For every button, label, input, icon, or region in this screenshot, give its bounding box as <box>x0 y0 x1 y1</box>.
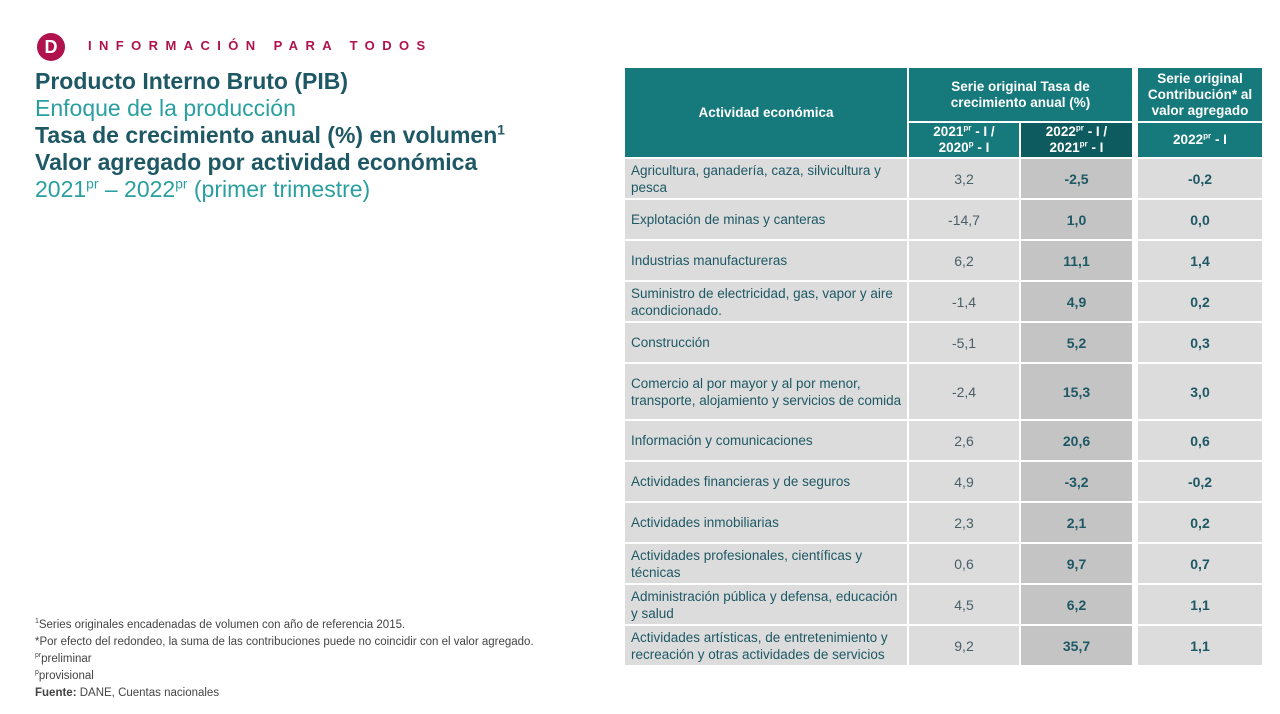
growth-2021: 3,2 <box>909 159 1019 198</box>
growth-2022: 35,7 <box>1021 626 1132 665</box>
growth-2021: 2,6 <box>909 421 1019 460</box>
growth-2021: 6,2 <box>909 241 1019 280</box>
activity-name: Comercio al por mayor y al por menor, tr… <box>625 364 907 419</box>
growth-2021: -5,1 <box>909 323 1019 362</box>
growth-2021: 9,2 <box>909 626 1019 665</box>
period-title: 2021pr – 2022pr (primer trimestre) <box>35 176 505 203</box>
growth-2022: 4,9 <box>1021 282 1132 321</box>
contribution-2022: 0,6 <box>1138 421 1262 460</box>
measure-title: Tasa de crecimiento anual (%) en volumen… <box>35 122 505 149</box>
growth-2022: -3,2 <box>1021 462 1132 501</box>
growth-2021: -1,4 <box>909 282 1019 321</box>
scope-title: Valor agregado por actividad económica <box>35 149 478 175</box>
source-label: Fuente: <box>35 687 77 699</box>
period-end: – 2022 <box>98 176 176 202</box>
header-contribution-group: Serie original Contribución* al valor ag… <box>1138 68 1262 121</box>
growth-2022: 20,6 <box>1021 421 1132 460</box>
contribution-2022: 0,0 <box>1138 200 1262 239</box>
growth-2021: -14,7 <box>909 200 1019 239</box>
activity-name: Actividades profesionales, científicas y… <box>625 544 907 583</box>
contribution-2022: 0,7 <box>1138 544 1262 583</box>
contribution-2022: 1,1 <box>1138 585 1262 624</box>
growth-2022: 6,2 <box>1021 585 1132 624</box>
header-growth-group: Serie original Tasa de crecimiento anual… <box>909 68 1132 121</box>
footnote-4-sup: p <box>35 669 39 677</box>
footnote-1: 1Series originales encadenadas de volume… <box>35 617 534 634</box>
header-sub3: 2022pr - I <box>1138 123 1262 157</box>
growth-2022: 11,1 <box>1021 241 1132 280</box>
contribution-2022: -0,2 <box>1138 462 1262 501</box>
growth-2022: 2,1 <box>1021 503 1132 542</box>
contribution-2022: -0,2 <box>1138 159 1262 198</box>
footnote-1-text: Series originales encadenadas de volumen… <box>38 619 406 631</box>
contribution-2022: 0,3 <box>1138 323 1262 362</box>
measure-text: Tasa de crecimiento anual (%) en volumen <box>35 122 498 148</box>
footnote-3-sup: pr <box>35 652 42 660</box>
footnote-3-text: preliminar <box>41 653 92 665</box>
header-activity: Actividad económica <box>625 68 907 157</box>
header-sub1: 2021pr - I /2020p - I <box>909 123 1019 157</box>
footnote-4-text: provisional <box>38 670 94 682</box>
activity-name: Información y comunicaciones <box>625 421 907 460</box>
contribution-2022: 0,2 <box>1138 503 1262 542</box>
growth-2022: 15,3 <box>1021 364 1132 419</box>
footnote-4: pprovisional <box>35 668 534 685</box>
period-note: (primer trimestre) <box>187 176 371 202</box>
activity-name: Administración pública y defensa, educac… <box>625 585 907 624</box>
period-start-sup: pr <box>86 176 99 192</box>
footnote-ref: 1 <box>497 122 505 138</box>
growth-2022: 1,0 <box>1021 200 1132 239</box>
growth-2021: 4,5 <box>909 585 1019 624</box>
source-note: Fuente: DANE, Cuentas nacionales <box>35 685 534 702</box>
footnote-3: prpreliminar <box>35 651 534 668</box>
period-end-sup: pr <box>175 176 188 192</box>
growth-2022: -2,5 <box>1021 159 1132 198</box>
header-sub2: 2022pr - I /2021pr - I <box>1021 123 1132 157</box>
footnotes: 1Series originales encadenadas de volume… <box>35 617 534 702</box>
activity-name: Actividades inmobiliarias <box>625 503 907 542</box>
source-text: DANE, Cuentas nacionales <box>76 687 220 699</box>
growth-2022: 5,2 <box>1021 323 1132 362</box>
activity-name: Suministro de electricidad, gas, vapor y… <box>625 282 907 321</box>
activity-name: Agricultura, ganadería, caza, silvicultu… <box>625 159 907 198</box>
contribution-2022: 1,1 <box>1138 626 1262 665</box>
page-title: Producto Interno Bruto (PIB) <box>35 68 349 94</box>
contribution-2022: 0,2 <box>1138 282 1262 321</box>
growth-2021: 4,9 <box>909 462 1019 501</box>
contribution-2022: 3,0 <box>1138 364 1262 419</box>
dane-logo: D <box>37 33 65 61</box>
title-block: Producto Interno Bruto (PIB) Enfoque de … <box>35 68 505 203</box>
growth-2021: 0,6 <box>909 544 1019 583</box>
growth-2021: 2,3 <box>909 503 1019 542</box>
activity-name: Actividades artísticas, de entretenimien… <box>625 626 907 665</box>
footnote-2: *Por efecto del redondeo, la suma de las… <box>35 636 534 648</box>
activity-name: Construcción <box>625 323 907 362</box>
contribution-2022: 1,4 <box>1138 241 1262 280</box>
period-start: 2021 <box>35 176 87 202</box>
activity-name: Actividades financieras y de seguros <box>625 462 907 501</box>
activity-name: Explotación de minas y canteras <box>625 200 907 239</box>
growth-2022: 9,7 <box>1021 544 1132 583</box>
activity-name: Industrias manufactureras <box>625 241 907 280</box>
growth-2021: -2,4 <box>909 364 1019 419</box>
footnote-1-sup: 1 <box>35 618 39 626</box>
subtitle: Enfoque de la producción <box>35 95 296 121</box>
tagline: INFORMACIÓN PARA TODOS <box>88 38 433 53</box>
